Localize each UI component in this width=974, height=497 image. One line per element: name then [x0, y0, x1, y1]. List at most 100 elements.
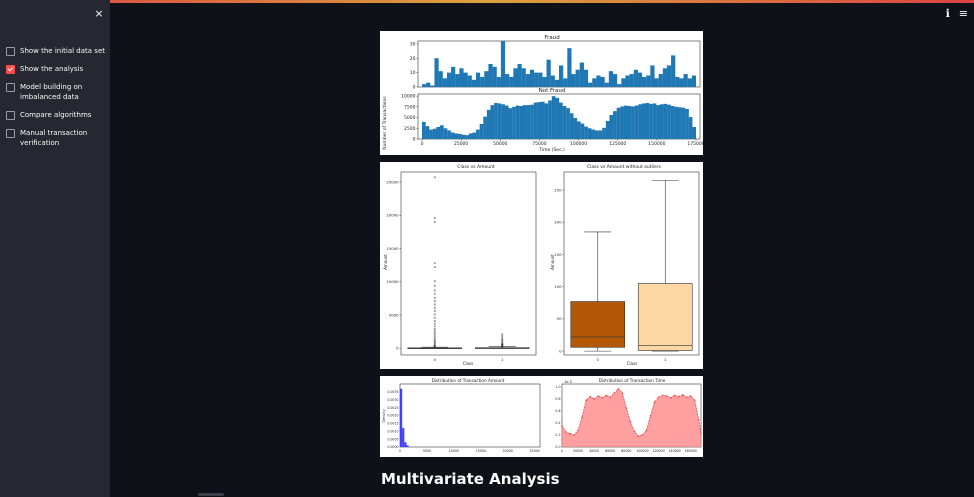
checkbox-icon[interactable]	[6, 129, 15, 138]
time-density-area	[562, 388, 701, 447]
checkbox-compare-algorithms[interactable]: Compare algorithms	[6, 110, 106, 120]
histogram-bar	[430, 85, 435, 87]
time-density-point	[645, 429, 648, 431]
histogram-bar	[492, 66, 497, 87]
checkbox-checked-icon[interactable]	[6, 65, 15, 74]
y-tick-label: 0.0010	[387, 429, 398, 433]
x-tick-label: 125000	[609, 141, 626, 147]
section-heading: Multivariate Analysis	[381, 470, 560, 488]
box-outlier	[433, 306, 436, 309]
histogram-bar	[559, 102, 563, 139]
time-density-point	[689, 395, 692, 397]
y-tick-label: 0	[559, 348, 562, 353]
box-xlabel-left: Class	[463, 361, 474, 366]
histogram-bar	[463, 72, 468, 87]
figure-distributions: Distribution of Transaction Amount Distr…	[380, 376, 703, 457]
histogram-bar	[577, 121, 581, 139]
y-tick-label: 1.0	[555, 385, 560, 389]
chart-title-not-fraud: Not Fraud	[539, 88, 566, 94]
histogram-bar	[450, 132, 455, 139]
checkbox-icon[interactable]	[6, 111, 15, 120]
time-density-point	[649, 415, 652, 417]
box-outlier	[433, 310, 436, 313]
y-tick-label: 30	[410, 41, 416, 47]
box-outlier	[433, 176, 436, 179]
y-tick-label: 0.0	[555, 445, 560, 449]
time-density-point	[609, 396, 612, 398]
x-tick-label: 175000	[687, 141, 703, 147]
histogram-bar	[486, 109, 491, 139]
y-tick-label: 10000	[401, 94, 415, 100]
histogram-bar	[692, 127, 697, 139]
histogram-bar	[634, 105, 639, 139]
histogram-bar	[429, 129, 433, 139]
histogram-bar	[646, 75, 651, 87]
histogram-bar	[604, 82, 609, 87]
histogram-bar	[521, 68, 526, 87]
y-tick-label: 0	[413, 85, 416, 91]
histogram-bar	[513, 68, 518, 87]
histogram-bar	[472, 132, 477, 139]
box-outlier	[433, 333, 436, 337]
box-outlier	[433, 316, 436, 319]
figure-time-histograms: Fraud 0 10 20 30 Not Fraud 0 2500 5000 7500 100…	[380, 31, 705, 155]
x-tick-label: 1	[501, 357, 504, 362]
histogram-bar	[638, 104, 642, 139]
histogram-bar	[591, 129, 596, 139]
checkbox-icon[interactable]	[6, 47, 15, 56]
histogram-bar	[501, 104, 505, 139]
box-outlier	[433, 262, 436, 265]
time-density-point	[681, 394, 684, 396]
histogram-bar	[623, 105, 628, 139]
box-outlier	[433, 292, 436, 295]
chart-title-fraud: Fraud	[544, 35, 559, 41]
histogram-bar	[425, 126, 430, 139]
histogram-bar	[652, 103, 657, 139]
histogram-bar	[670, 106, 675, 139]
time-density-point	[613, 392, 616, 394]
dist-title-amount: Distribution of Transaction Amount	[432, 378, 505, 383]
box-outlier	[433, 220, 436, 223]
histogram-bar	[579, 62, 584, 87]
plot-frame	[400, 171, 537, 356]
histogram-bar	[621, 78, 626, 87]
histogram-bar	[458, 133, 462, 139]
checkbox-model-building[interactable]: Model building on imbalanced data	[6, 82, 106, 102]
time-density-point	[593, 398, 595, 400]
x-tick-label: 1	[664, 357, 667, 362]
checkbox-initial-data-set[interactable]: Show the initial data set	[6, 46, 106, 56]
histogram-bar	[548, 100, 552, 139]
time-density-point	[605, 394, 608, 397]
histogram-bar	[675, 76, 680, 87]
histogram-bar	[459, 68, 464, 87]
x-tick-label: 25000	[530, 449, 540, 453]
histogram-bar	[563, 78, 568, 87]
time-density-point	[700, 433, 702, 435]
y-tick-label: 5000	[404, 115, 416, 121]
checkbox-manual-verification[interactable]: Manual transaction verification	[6, 128, 106, 148]
histogram-bar	[542, 76, 547, 87]
hamburger-menu-icon[interactable]: ≡	[958, 7, 968, 20]
histogram-bar	[451, 66, 456, 87]
time-density-point	[573, 434, 575, 436]
box-outlier	[433, 289, 436, 292]
close-sidebar-icon[interactable]: ×	[94, 7, 104, 20]
histogram-bar	[465, 135, 469, 139]
x-tick-label: 5000	[423, 449, 431, 453]
x-tick-label: 100000	[636, 449, 648, 453]
checkbox-icon[interactable]	[6, 83, 15, 92]
x-tick-label: 75000	[532, 141, 546, 147]
plot-frame	[563, 171, 700, 356]
box-ylabel-right: Amount	[550, 254, 555, 270]
checkbox-show-analysis[interactable]: Show the analysis	[6, 64, 106, 74]
time-density-point	[581, 416, 583, 418]
time-distribution: 0.0 0.2 0.4 0.6 0.8 1.0 0 20000 40000 60000 80000 1…	[555, 383, 702, 453]
y-tick-label: 15000	[386, 246, 399, 251]
box-outlier	[433, 280, 436, 283]
histogram-bar	[677, 107, 682, 139]
histogram-bar	[649, 103, 653, 139]
x-tick-label: 60000	[605, 449, 615, 453]
y-tick-label: 50	[557, 316, 562, 321]
info-icon[interactable]: ℹ	[945, 7, 950, 20]
horizontal-scrollbar[interactable]	[198, 493, 224, 496]
